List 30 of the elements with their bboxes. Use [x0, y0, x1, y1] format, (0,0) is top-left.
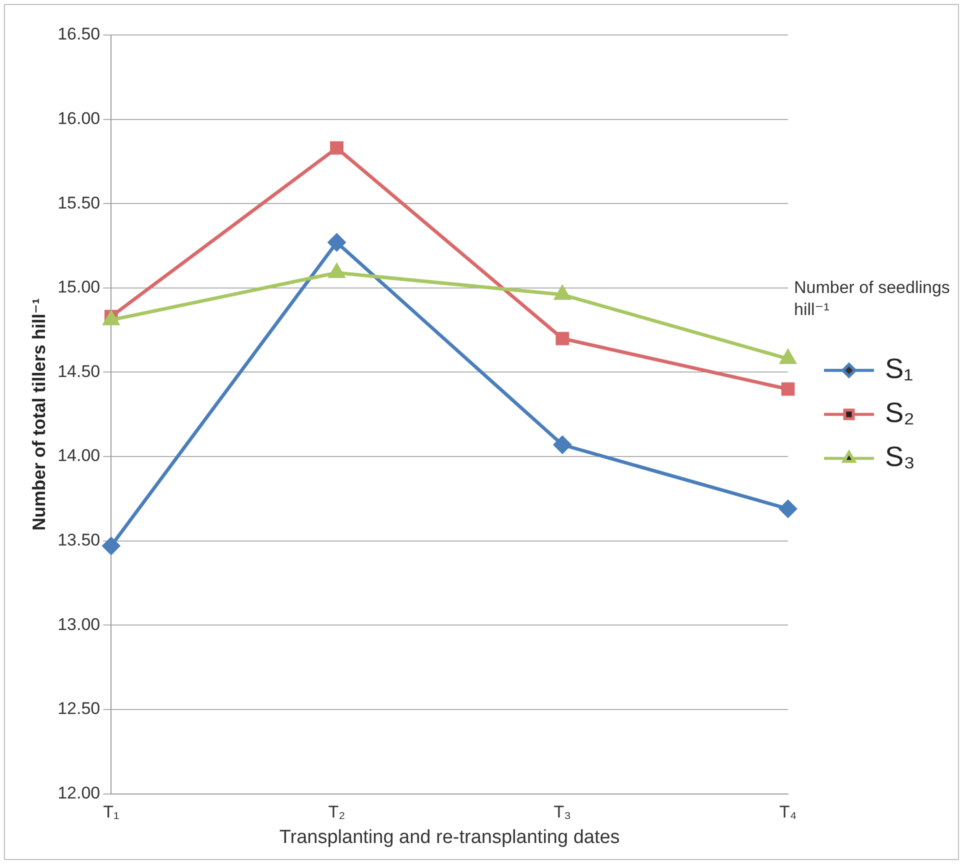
- y-tick-label: 14.50: [58, 362, 100, 381]
- y-tick-label: 13.50: [58, 530, 100, 550]
- x-tick-label: T₁: [103, 802, 120, 822]
- legend-label: S₂: [885, 397, 915, 428]
- point: [556, 332, 570, 346]
- y-tick-label: 12.00: [58, 783, 100, 802]
- point: [554, 286, 570, 300]
- y-tick-label: 16.50: [58, 24, 100, 44]
- legend-label: S₃: [885, 441, 916, 472]
- legend-label: S₁: [885, 353, 914, 384]
- point: [328, 234, 346, 252]
- point: [779, 500, 797, 518]
- y-tick-label: 16.00: [58, 109, 100, 128]
- point: [330, 141, 344, 155]
- y-tick-label: 13.00: [58, 614, 100, 634]
- y-tick-label: 15.00: [58, 278, 100, 297]
- x-tick-label: T₃: [554, 802, 572, 822]
- y-tick-label: 12.50: [58, 699, 100, 718]
- x-tick-label: T₂: [328, 802, 346, 822]
- point: [781, 382, 795, 396]
- point: [780, 350, 796, 364]
- point: [102, 537, 120, 555]
- legend-title: Number of seedlings hill⁻¹: [794, 278, 950, 320]
- point: [554, 436, 572, 454]
- y-tick-label: 15.50: [58, 193, 100, 212]
- x-axis-title: Transplanting and re-transplanting dates: [279, 826, 620, 848]
- y-tick-label: 14.00: [58, 446, 100, 466]
- point: [328, 264, 345, 278]
- x-tick-label: T₄: [779, 802, 797, 822]
- y-axis-title: Number of total tillers hill⁻¹: [28, 298, 49, 531]
